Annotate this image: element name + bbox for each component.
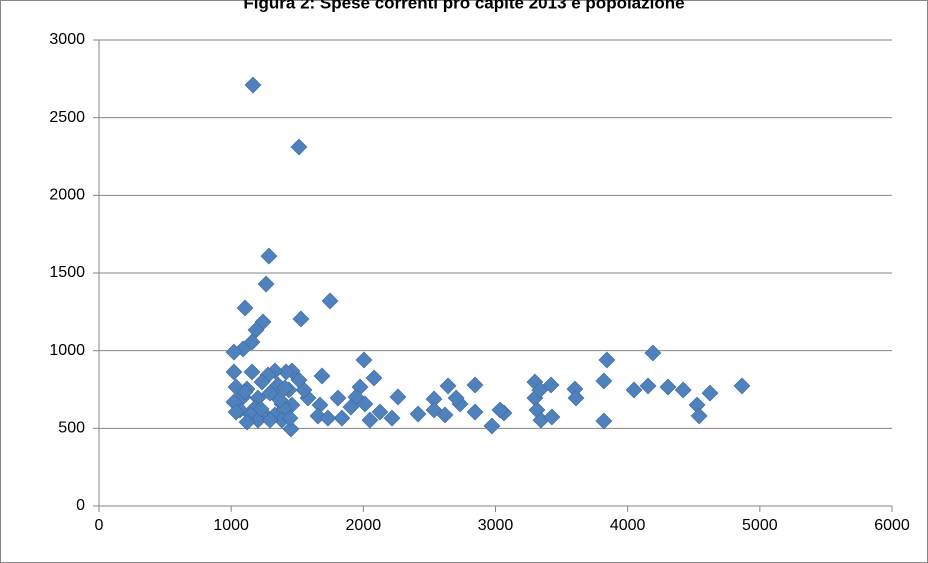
point xyxy=(383,409,401,427)
point xyxy=(447,389,465,407)
y-tick-label: 0 xyxy=(76,497,85,514)
point xyxy=(329,389,347,407)
y-tick-label: 1000 xyxy=(49,342,85,359)
point xyxy=(701,384,719,402)
point xyxy=(543,408,561,426)
point xyxy=(321,292,339,310)
point xyxy=(425,401,443,419)
point xyxy=(483,417,501,435)
point xyxy=(466,376,484,394)
point xyxy=(290,138,308,156)
point xyxy=(342,398,360,416)
point xyxy=(238,413,256,431)
point xyxy=(333,409,351,427)
point xyxy=(271,391,289,409)
point xyxy=(355,351,373,369)
y-tick-label: 2500 xyxy=(49,109,85,126)
point xyxy=(261,384,279,402)
x-tick-label: 1000 xyxy=(213,517,249,534)
point xyxy=(491,401,509,419)
x-tick-label: 6000 xyxy=(874,517,910,534)
chart-title: Figura 2: Spese correnti pro capite 2013… xyxy=(243,0,684,12)
x-tick-label: 4000 xyxy=(610,517,646,534)
y-tick-label: 3000 xyxy=(49,31,85,48)
point xyxy=(371,403,389,421)
point xyxy=(659,378,677,396)
point xyxy=(260,247,278,265)
point xyxy=(313,367,331,385)
point xyxy=(236,299,254,317)
point xyxy=(466,403,484,421)
point xyxy=(644,344,662,362)
point xyxy=(257,275,275,293)
point xyxy=(567,389,585,407)
point xyxy=(674,381,692,399)
point xyxy=(243,363,261,381)
point xyxy=(625,381,643,399)
point xyxy=(252,400,270,418)
point xyxy=(595,372,613,390)
point xyxy=(281,409,299,427)
x-tick-label: 5000 xyxy=(742,517,778,534)
point xyxy=(292,310,310,328)
point xyxy=(436,406,454,424)
point xyxy=(276,379,294,397)
point xyxy=(225,343,243,361)
point xyxy=(261,411,279,429)
point xyxy=(236,383,254,401)
point xyxy=(733,377,751,395)
x-tick-label: 0 xyxy=(95,517,104,534)
point xyxy=(227,378,245,396)
point xyxy=(282,420,300,438)
point xyxy=(225,363,243,381)
x-tick-label: 3000 xyxy=(478,517,514,534)
point xyxy=(595,412,613,430)
point xyxy=(409,405,427,423)
x-tick-label: 2000 xyxy=(346,517,382,534)
point xyxy=(319,409,337,427)
point xyxy=(531,381,549,399)
point xyxy=(365,369,383,387)
y-tick-label: 500 xyxy=(58,420,85,437)
y-tick-label: 2000 xyxy=(49,187,85,204)
point xyxy=(253,373,271,391)
point xyxy=(639,377,657,395)
point xyxy=(439,377,457,395)
y-tick-label: 1500 xyxy=(49,264,85,281)
point xyxy=(244,76,262,94)
point xyxy=(389,388,407,406)
point xyxy=(690,407,708,425)
point xyxy=(227,403,245,421)
point xyxy=(598,351,616,369)
point xyxy=(361,411,379,429)
